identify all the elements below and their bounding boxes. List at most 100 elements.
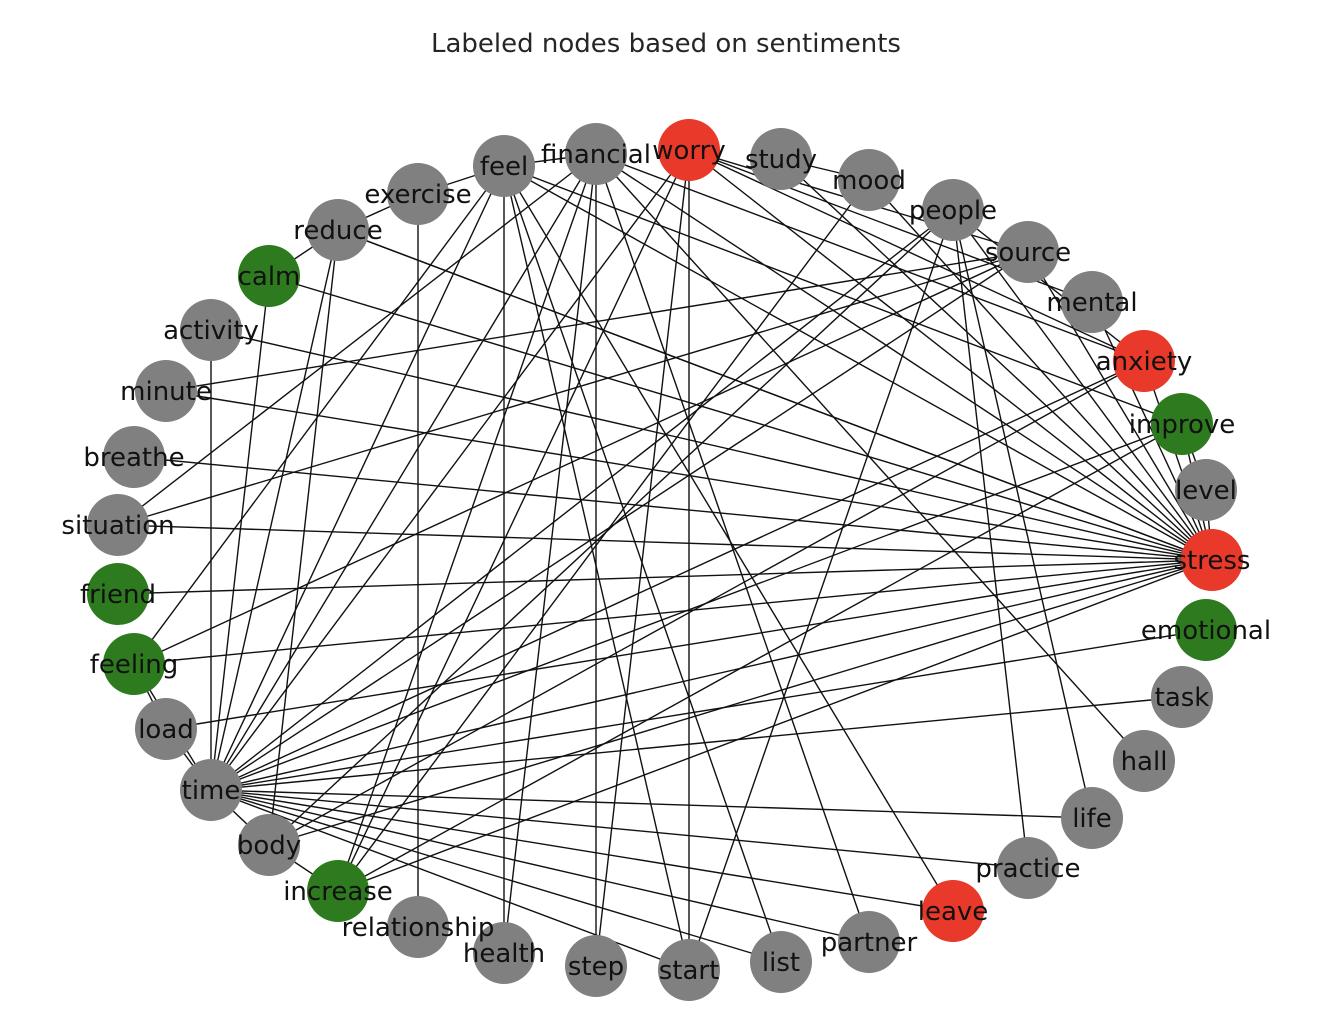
node-task [1151, 666, 1213, 728]
edge-reduce-stress [337, 229, 1213, 561]
edge-stress-friend [117, 559, 1213, 595]
node-label-people: people [909, 196, 997, 226]
node-partner [838, 911, 900, 973]
node-mental [1061, 271, 1123, 333]
node-label-feeling: feeling [90, 650, 179, 680]
edge-time-source [210, 251, 1029, 791]
edge-people-life [952, 209, 1093, 819]
node-people [922, 179, 984, 241]
edge-time-calm [210, 275, 270, 791]
edge-time-leave [210, 789, 954, 912]
node-exercise [387, 163, 449, 225]
node-label-hall: hall [1121, 747, 1168, 777]
node-label-mental: mental [1046, 288, 1137, 318]
node-friend [87, 563, 149, 625]
node-improve [1151, 393, 1213, 455]
edge-source-feeling [133, 251, 1029, 665]
node-label-mood: mood [832, 166, 906, 196]
node-label-stress: stress [1174, 546, 1251, 576]
node-life [1061, 787, 1123, 849]
edge-time-anxiety [210, 360, 1145, 791]
edge-stress-anxiety [1143, 360, 1213, 561]
node-leave [922, 880, 984, 942]
node-calm [238, 245, 300, 307]
node-label-load: load [138, 715, 194, 745]
node-label-relationship: relationship [342, 913, 495, 943]
node-label-source: source [985, 238, 1071, 268]
node-label-situation: situation [61, 511, 174, 541]
node-label-breathe: breathe [83, 443, 184, 473]
node-load [135, 698, 197, 760]
node-label-life: life [1072, 804, 1112, 834]
edge-stress-calm [268, 275, 1213, 561]
node-label-financial: financial [541, 140, 651, 170]
edge-time-partner [210, 789, 870, 943]
node-mood [838, 149, 900, 211]
node-feeling [103, 633, 165, 695]
node-label-calm: calm [238, 262, 301, 292]
edge-time-practice [210, 789, 1029, 869]
node-activity [180, 299, 242, 361]
node-practice [997, 837, 1059, 899]
edge-stress-increase [337, 559, 1213, 892]
node-label-improve: improve [1129, 410, 1235, 440]
edge-stress-breathe [133, 456, 1213, 561]
node-label-level: level [1175, 476, 1237, 506]
node-label-minute: minute [120, 377, 212, 407]
node-label-step: step [568, 952, 624, 982]
node-level [1175, 459, 1237, 521]
node-label-reduce: reduce [293, 216, 382, 246]
node-financial [565, 123, 627, 185]
node-label-start: start [659, 956, 720, 986]
node-health [473, 922, 535, 984]
node-label-emotional: emotional [1141, 616, 1271, 646]
edge-stress-people [952, 209, 1213, 561]
edge-people-practice [952, 209, 1029, 869]
edge-stress-activity [210, 329, 1213, 561]
node-label-time: time [182, 776, 241, 806]
edge-stress-financial [595, 153, 1213, 561]
node-step [565, 935, 627, 997]
edge-time-improve [210, 423, 1183, 791]
edge-time-list [210, 789, 782, 963]
node-emotional [1175, 599, 1237, 661]
node-label-body: body [237, 831, 301, 861]
edge-reduce-body [268, 229, 339, 846]
edge-source-minute [165, 251, 1029, 392]
node-label-task: task [1155, 683, 1210, 713]
node-source [997, 221, 1059, 283]
node-relationship [387, 896, 449, 958]
edge-financial-health [503, 153, 597, 954]
node-label-list: list [762, 948, 800, 978]
edge-people-body [268, 209, 954, 846]
edge-feel-improve [503, 165, 1183, 425]
node-study [750, 128, 812, 190]
node-list [750, 931, 812, 993]
node-breathe [103, 426, 165, 488]
edge-feel-feeling [133, 165, 505, 665]
node-label-leave: leave [918, 897, 989, 927]
edge-mood-increase [337, 179, 870, 892]
edge-time-emotional [210, 629, 1207, 791]
edge-stress-feeling [133, 559, 1213, 665]
node-label-health: health [463, 939, 545, 969]
node-minute [135, 360, 197, 422]
node-label-practice: practice [975, 854, 1080, 884]
node-worry [658, 119, 720, 181]
node-reduce [307, 199, 369, 261]
node-situation [87, 494, 149, 556]
node-stress [1181, 529, 1243, 591]
node-label-study: study [745, 145, 817, 175]
edge-worry-step [595, 149, 690, 967]
edge-financial-partner [595, 153, 870, 943]
edge-financial-situation [117, 153, 597, 526]
node-body [238, 814, 300, 876]
edge-worry-increase [337, 149, 690, 892]
edge-time-people [210, 209, 954, 791]
edge-time-task [210, 696, 1183, 791]
edge-stress-situation [117, 524, 1213, 561]
node-start [658, 939, 720, 1001]
node-label-increase: increase [283, 877, 393, 907]
